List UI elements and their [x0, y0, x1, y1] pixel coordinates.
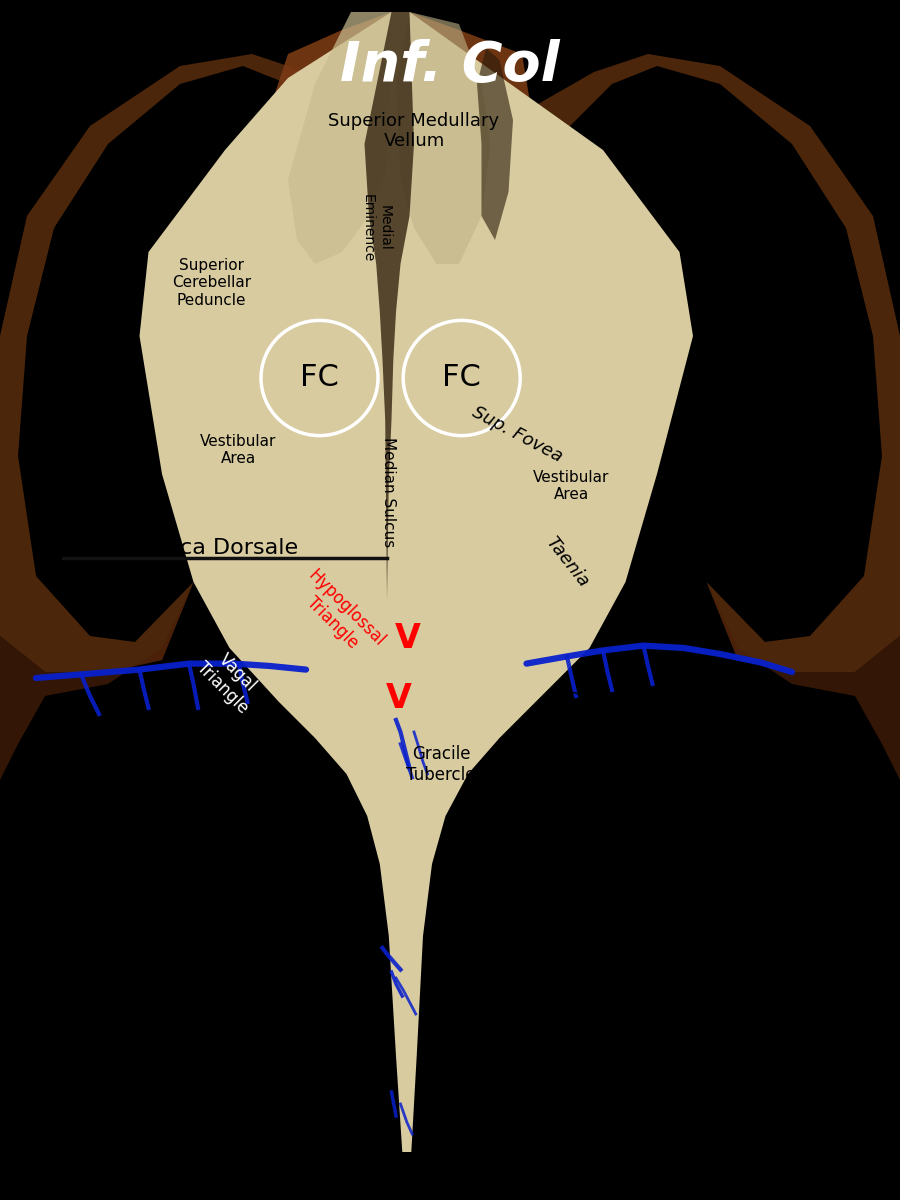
- Text: Middle
Cerebellar
Peduncle: Middle Cerebellar Peduncle: [760, 409, 839, 460]
- Text: Taenia: Taenia: [542, 533, 592, 590]
- Text: Stria Acustica Dorsale: Stria Acustica Dorsale: [53, 539, 298, 558]
- Text: Vestibular
Area: Vestibular Area: [201, 433, 276, 466]
- Polygon shape: [288, 12, 392, 264]
- Text: Inf. Col: Inf. Col: [340, 38, 560, 92]
- Polygon shape: [364, 12, 414, 600]
- Text: FC: FC: [442, 364, 482, 392]
- Text: Vagal
Triangle: Vagal Triangle: [193, 643, 266, 718]
- Polygon shape: [706, 582, 900, 780]
- Text: Inferior
Cerebellar
Peduncle: Inferior Cerebellar Peduncle: [736, 488, 815, 539]
- Polygon shape: [140, 12, 693, 1152]
- Text: Cuneate
Tubercle: Cuneate Tubercle: [566, 691, 636, 730]
- Text: FC: FC: [300, 364, 339, 392]
- Polygon shape: [270, 12, 531, 126]
- Text: Sup. Fovea: Sup. Fovea: [469, 403, 566, 466]
- Text: Hypoglossal
Triangle: Hypoglossal Triangle: [290, 566, 389, 665]
- Polygon shape: [0, 54, 369, 672]
- Text: Gracile
Tubercle: Gracile Tubercle: [406, 745, 476, 784]
- Text: V: V: [386, 682, 411, 715]
- Text: Vestibular
Area: Vestibular Area: [534, 469, 609, 502]
- Polygon shape: [396, 12, 490, 264]
- Text: Median Sulcus: Median Sulcus: [382, 437, 396, 547]
- Polygon shape: [531, 54, 900, 672]
- Text: V: V: [395, 622, 420, 655]
- Polygon shape: [477, 48, 513, 240]
- Text: Superior Medullary
Vellum: Superior Medullary Vellum: [328, 112, 500, 150]
- Polygon shape: [0, 582, 194, 780]
- Text: Medial
Eminence: Medial Eminence: [361, 194, 392, 262]
- Text: Superior
Cerebellar
Peduncle: Superior Cerebellar Peduncle: [172, 258, 251, 307]
